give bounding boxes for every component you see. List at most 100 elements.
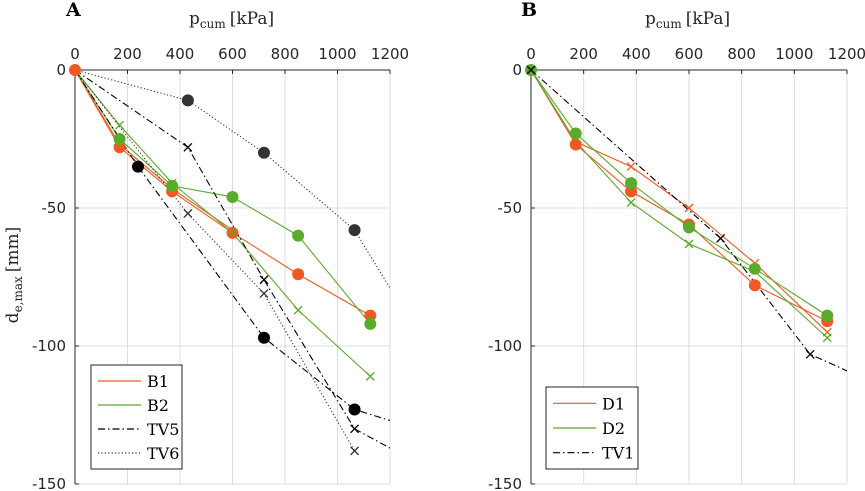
marker-x-b2 [167, 178, 177, 188]
y-tick-label: -100 [32, 337, 66, 355]
marker-dot-b2 [166, 179, 179, 192]
marker-x-tv6 [183, 209, 193, 218]
y-tick-label: 0 [512, 61, 522, 79]
marker-dot-d2 [569, 127, 582, 140]
marker-dot-d2 [748, 262, 761, 275]
panel-label-b: B [521, 0, 537, 21]
y-axis-unit-a: [mm] [3, 227, 23, 273]
x-tick-label: 200 [569, 45, 598, 63]
x-axis-title-b: pcum [kPa] [645, 9, 730, 31]
svg-text:pcum[kPa]: pcum [kPa] [645, 9, 730, 31]
marker-dot-tv5 [258, 331, 270, 344]
x-tick-label: 600 [675, 45, 704, 63]
marker-x-d2 [684, 239, 694, 249]
plot-b [525, 64, 848, 372]
marker-x-tv5 [350, 424, 360, 434]
marker-x-b2 [365, 371, 375, 381]
marker-dot-b2 [292, 229, 305, 242]
x-tick-label: 200 [113, 45, 142, 63]
y-tick-label: -50 [42, 199, 67, 217]
y-tick-label: -50 [498, 199, 523, 217]
marker-x-d1 [626, 162, 636, 172]
series-line-b1 [74, 69, 233, 231]
x-axis-main-b: p [645, 9, 656, 29]
marker-dot-d1 [625, 185, 638, 198]
marker-x-b2 [228, 228, 237, 238]
x-tick-label: 800 [727, 45, 756, 63]
marker-dot-d2 [625, 177, 638, 190]
marker-x-d1 [684, 203, 694, 213]
x-tick-label: 1200 [371, 45, 409, 63]
marker-dot-tv6 [258, 146, 270, 159]
y-tick-label: -150 [32, 475, 66, 491]
x-tick-label: 800 [271, 45, 300, 63]
legend-box [90, 364, 183, 470]
svg-text:pcum[kPa]: pcum [kPa] [189, 9, 274, 31]
x-tick-label: 400 [166, 45, 195, 63]
marker-x-tv5 [183, 142, 193, 152]
marker-x-tv1 [526, 65, 536, 75]
ticks-b: 0 200 400 600 800 1000 1200 0 -50 -100 -150 [488, 45, 865, 491]
marker-dot-b1 [69, 64, 81, 76]
panel-b: B pcum [kPa] 0 200 400 600 800 1000 1200 0 -50 -10… [488, 0, 865, 491]
series-line-b2 [74, 69, 371, 377]
marker-x-b2 [293, 305, 303, 315]
series-line-d2 [530, 69, 828, 339]
marker-dot-tv5 [348, 403, 361, 416]
marker-dot-b2 [226, 190, 239, 203]
marker-dot-b1 [292, 268, 305, 281]
marker-dot-tv6 [181, 94, 194, 107]
x-tick-label: 400 [622, 45, 651, 63]
x-axis-title-a: pcum [kPa] [189, 9, 274, 31]
series-line-tv5 [74, 69, 391, 449]
y-tick-label: -100 [488, 337, 522, 355]
marker-x-d2 [822, 333, 832, 343]
marker-dot-b2 [113, 133, 126, 145]
x-tick-label: 0 [526, 45, 536, 63]
x-tick-label: 1000 [775, 45, 813, 63]
marker-dot-d1 [569, 138, 582, 151]
legend-label-b1: B1 [147, 372, 169, 391]
marker-dot-d1 [748, 279, 761, 292]
series-line-d2 [530, 69, 828, 317]
plot-a [69, 64, 391, 456]
y-axis-sub-a: e,max [11, 276, 25, 312]
svg-text:de,max[mm]: de,max [mm] [3, 227, 25, 324]
marker-x-tv6 [259, 289, 269, 299]
x-axis-sub-a: cum [200, 17, 226, 31]
panel-label-a: A [65, 0, 81, 21]
legend-b: D1 D2 TV1 [545, 386, 639, 470]
x-tick-label: 1200 [828, 45, 865, 63]
marker-dot-tv6 [348, 224, 361, 237]
legend-label-tv1: TV1 [602, 444, 634, 463]
ticks-a: 0 200 400 600 800 1000 1200 0 -50 -100 -150 [32, 45, 409, 491]
x-axis-sub-b: cum [656, 17, 682, 31]
series-line-d1 [530, 69, 828, 322]
x-tick-label: 600 [218, 45, 247, 63]
marker-dot-d2 [821, 309, 834, 322]
y-axis-title-a: de,max [mm] [3, 227, 25, 324]
marker-x-tv1 [805, 349, 815, 359]
legend-label-tv5: TV5 [147, 420, 179, 439]
legend-label-b2: B2 [147, 396, 169, 415]
marker-dot-b1 [113, 141, 126, 154]
legend-label-d1: D1 [602, 394, 625, 413]
marker-dot-b1 [364, 309, 377, 322]
series-line-b2 [74, 69, 371, 325]
x-tick-label: 0 [70, 45, 80, 63]
x-axis-unit-a: [kPa] [230, 9, 274, 29]
marker-x-tv1 [716, 233, 726, 243]
marker-dot-tv5 [132, 160, 144, 173]
x-axis-unit-b: [kPa] [686, 9, 730, 29]
y-tick-label: 0 [56, 61, 66, 79]
marker-dot-b2 [364, 317, 377, 330]
x-tick-label: 1000 [318, 45, 356, 63]
legend-a: B1 B2 TV5 TV6 [90, 364, 183, 470]
marker-x-tv6 [350, 446, 360, 456]
marker-dot-d2 [683, 221, 695, 234]
marker-x-tv5 [259, 275, 269, 285]
series-line-tv1 [530, 69, 848, 372]
x-axis-main-a: p [189, 9, 200, 29]
y-axis-main-a: d [3, 312, 23, 323]
